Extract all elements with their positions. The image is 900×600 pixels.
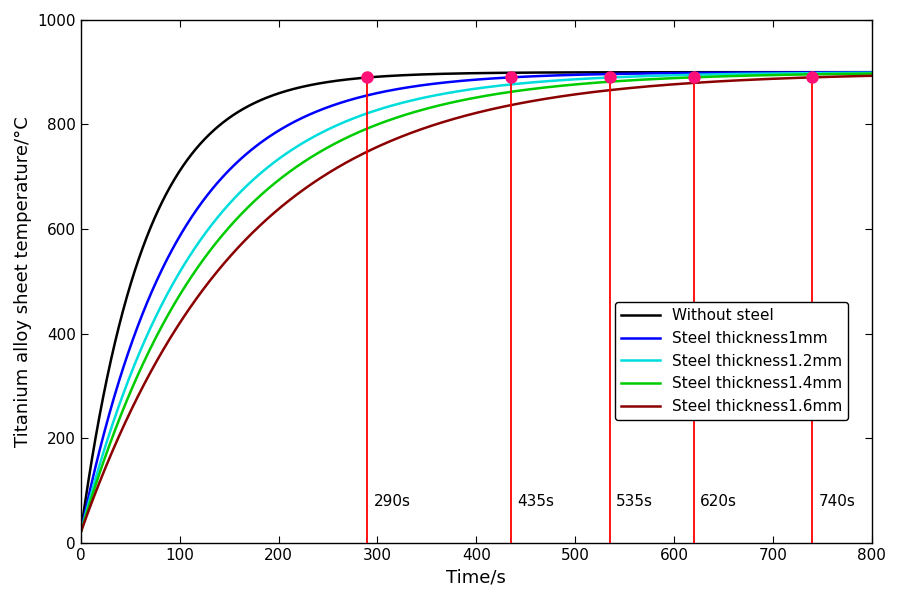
Steel thickness1.4mm [414, 107, 425, 114]
Without steel [408, 71, 418, 79]
Steel thickness1mm [408, 83, 418, 90]
Line: Steel thickness1.2mm: Steel thickness1.2mm [81, 73, 872, 532]
Steel thickness1.4mm [76, 529, 86, 536]
Steel thickness1.2mm [650, 72, 661, 79]
Line: Without steel: Without steel [81, 72, 872, 532]
Steel thickness1mm [867, 68, 877, 76]
Steel thickness1.6mm [650, 82, 661, 89]
Steel thickness1.2mm [414, 95, 425, 102]
Without steel [867, 68, 877, 76]
Steel thickness1mm [414, 82, 425, 89]
Steel thickness1.2mm [867, 69, 877, 76]
Steel thickness1.4mm [650, 76, 661, 83]
Text: 740s: 740s [818, 494, 855, 509]
Steel thickness1.2mm [803, 70, 814, 77]
Without steel [842, 68, 852, 76]
Steel thickness1.6mm [842, 73, 852, 80]
Without steel [803, 68, 814, 76]
Steel thickness1.6mm [414, 126, 425, 133]
Without steel [451, 70, 462, 77]
Line: Steel thickness1.4mm: Steel thickness1.4mm [81, 74, 872, 532]
Steel thickness1.2mm [76, 529, 86, 536]
Without steel [650, 68, 661, 76]
X-axis label: Time/s: Time/s [446, 568, 506, 586]
Steel thickness1.2mm [451, 88, 462, 95]
Steel thickness1mm [842, 69, 852, 76]
Text: 435s: 435s [517, 494, 554, 509]
Steel thickness1.4mm [842, 70, 852, 77]
Steel thickness1.4mm [803, 71, 814, 78]
Steel thickness1mm [76, 529, 86, 536]
Steel thickness1.6mm [76, 529, 86, 536]
Steel thickness1.6mm [408, 128, 418, 136]
Without steel [76, 529, 86, 536]
Steel thickness1.6mm [803, 74, 814, 81]
Steel thickness1mm [650, 70, 661, 77]
Steel thickness1mm [803, 69, 814, 76]
Steel thickness1.4mm [408, 109, 418, 116]
Text: 535s: 535s [616, 494, 652, 509]
Steel thickness1mm [451, 78, 462, 85]
Legend: Without steel, Steel thickness1mm, Steel thickness1.2mm, Steel thickness1.4mm, S: Without steel, Steel thickness1mm, Steel… [616, 302, 848, 420]
Steel thickness1.6mm [867, 72, 877, 79]
Steel thickness1.4mm [867, 70, 877, 77]
Steel thickness1.2mm [842, 69, 852, 76]
Steel thickness1.2mm [408, 97, 418, 104]
Text: 290s: 290s [374, 494, 410, 509]
Line: Steel thickness1mm: Steel thickness1mm [81, 72, 872, 532]
Without steel [414, 71, 425, 78]
Steel thickness1.4mm [451, 98, 462, 105]
Line: Steel thickness1.6mm: Steel thickness1.6mm [81, 76, 872, 532]
Y-axis label: Titanium alloy sheet temperature/°C: Titanium alloy sheet temperature/°C [14, 116, 32, 446]
Text: 620s: 620s [699, 494, 737, 509]
Steel thickness1.6mm [451, 115, 462, 122]
